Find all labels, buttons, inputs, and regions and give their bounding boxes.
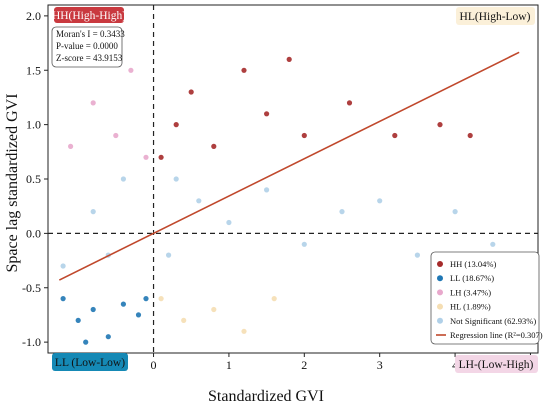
quadrant-label-lh: LH-(Low-High)	[455, 355, 538, 373]
data-point	[286, 56, 292, 63]
data-point	[181, 317, 187, 323]
data-point	[90, 306, 96, 313]
x-tick-label: 2	[301, 358, 307, 372]
data-point	[241, 67, 247, 73]
points-layer	[60, 56, 496, 345]
data-point	[264, 111, 270, 117]
data-point	[377, 198, 383, 204]
data-point	[437, 122, 443, 128]
p-value-text: P-value = 0.0000	[56, 41, 118, 51]
quadrant-label-ll-text: LL (Low-Low)	[55, 357, 125, 369]
y-tick-label: 1.0	[26, 118, 41, 132]
data-point	[339, 209, 345, 215]
quadrant-label-hh-text: HH(High-High)	[52, 10, 126, 22]
z-score-text: Z-score = 43.9153	[56, 53, 123, 63]
legend-label: HH (13.04%)	[450, 259, 496, 269]
data-point	[467, 132, 473, 139]
legend-marker	[437, 275, 443, 282]
data-point	[120, 301, 126, 307]
data-point	[226, 219, 232, 226]
data-point	[301, 241, 307, 247]
legend-label: Regression line (R²=0.307)	[450, 330, 543, 340]
data-point	[90, 100, 96, 106]
quadrant-label-lh-text: LH-(Low-High)	[459, 359, 534, 371]
x-axis-title: Standardized GVI	[208, 388, 324, 405]
data-point	[188, 89, 194, 95]
legend-label: HL (1.89%)	[450, 302, 491, 312]
data-point	[113, 132, 119, 139]
data-point	[60, 263, 66, 269]
legend: HH (13.04%) LL (18.67%) LH (3.47%) HL (1.89…	[430, 251, 543, 345]
data-point	[158, 296, 164, 302]
x-tick-label: 1	[226, 358, 232, 372]
legend-label: Not Significant (62.93%)	[450, 316, 536, 326]
quadrant-label-hh: HH(High-High)	[52, 7, 126, 23]
x-tick-label: 3	[377, 358, 383, 372]
data-point	[346, 100, 353, 106]
y-ticks: -1.0 -0.5 0.0 0.5 1.0 1.5 2.0	[22, 9, 48, 349]
legend-label: LL (18.67%)	[450, 273, 494, 283]
data-point	[68, 143, 74, 149]
data-point	[143, 296, 149, 302]
morans-i-text: Moran's I = 0.3433	[56, 29, 125, 39]
y-tick-label: 1.5	[26, 63, 41, 77]
data-point	[452, 209, 458, 215]
data-point	[105, 334, 111, 340]
quadrant-label-ll: LL (Low-Low)	[52, 353, 128, 371]
y-axis-title: Space lag standardized GVI	[4, 93, 21, 272]
quadrant-label-hl: HL(High-Low)	[456, 7, 535, 25]
data-point	[173, 176, 179, 182]
data-point	[128, 67, 134, 73]
data-point	[392, 132, 398, 139]
legend-label: LH (3.47%)	[450, 287, 491, 297]
y-tick-label: 2.0	[26, 9, 41, 23]
data-point	[271, 296, 277, 302]
y-tick-label: 0.5	[26, 172, 41, 186]
data-point	[301, 132, 307, 139]
data-point	[414, 252, 420, 258]
regression-line	[58, 51, 520, 281]
legend-marker	[437, 261, 443, 267]
data-point	[90, 209, 96, 215]
data-point	[211, 306, 217, 313]
legend-marker	[437, 303, 443, 310]
data-point	[264, 187, 270, 193]
data-point	[166, 252, 172, 258]
data-point	[241, 328, 247, 334]
data-point	[120, 176, 126, 182]
data-point	[158, 154, 164, 160]
data-point	[143, 154, 149, 160]
data-point	[83, 339, 89, 345]
data-point	[60, 296, 66, 302]
y-tick-label: -1.0	[22, 335, 41, 349]
data-point	[135, 312, 142, 318]
y-tick-label: 0.0	[26, 226, 41, 240]
legend-marker	[437, 289, 443, 296]
data-point	[211, 143, 217, 149]
legend-box	[430, 251, 540, 345]
quadrant-label-hl-text: HL(High-Low)	[460, 11, 531, 23]
y-tick-label: -0.5	[22, 281, 41, 295]
stats-box: Moran's I = 0.3433 P-value = 0.0000 Z-sc…	[51, 26, 125, 68]
legend-marker	[437, 317, 443, 324]
data-point	[75, 317, 81, 323]
x-tick-label: 0	[151, 358, 157, 372]
data-point	[173, 122, 179, 128]
data-point	[490, 241, 496, 247]
data-point	[196, 198, 202, 204]
